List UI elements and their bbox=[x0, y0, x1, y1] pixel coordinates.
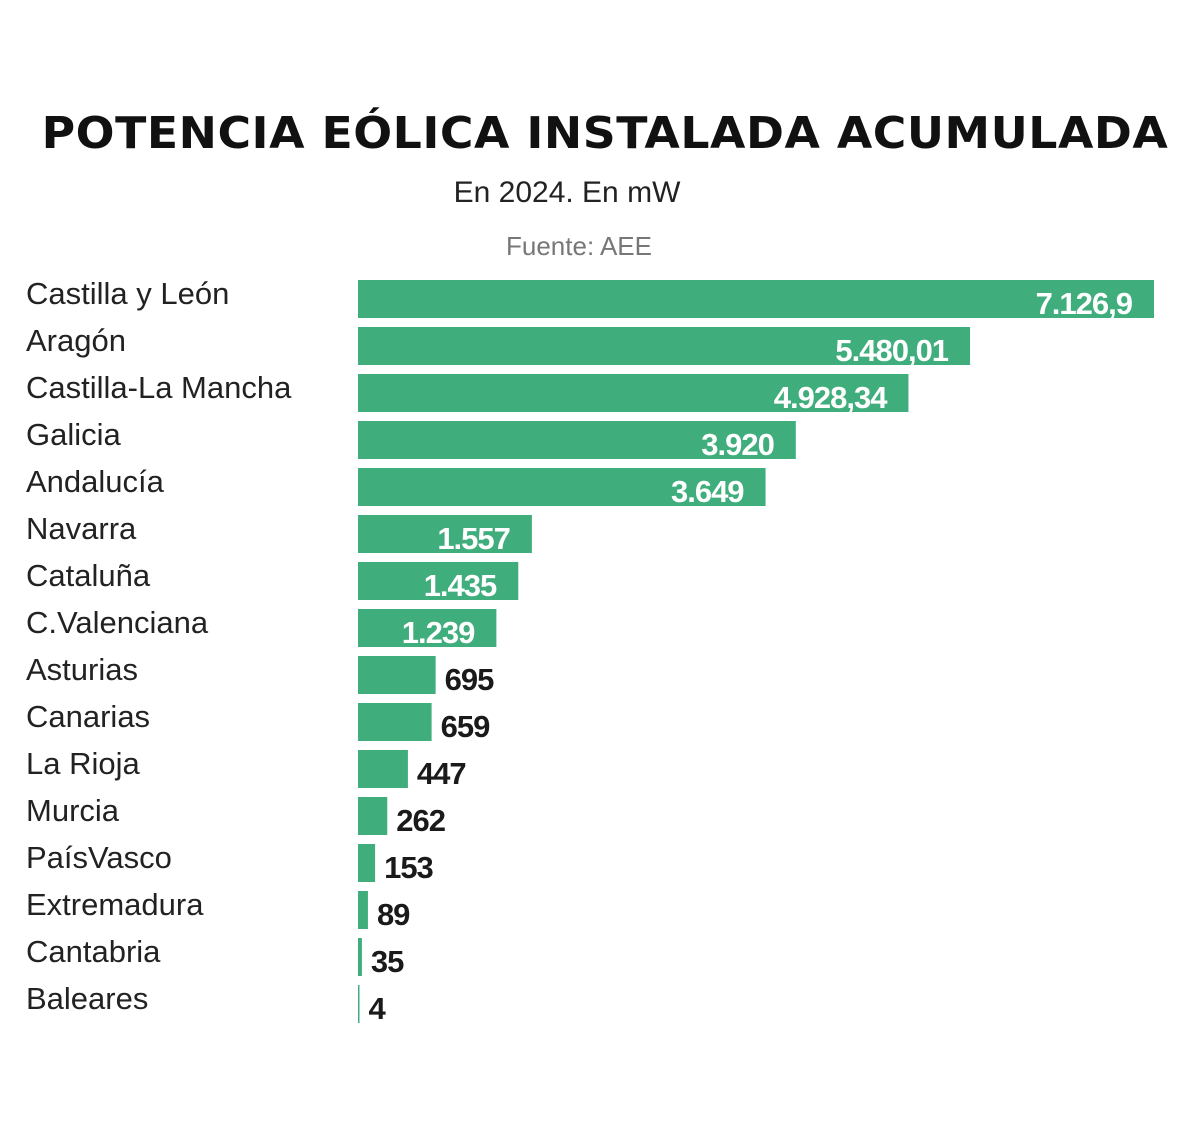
category-label: La Rioja bbox=[26, 746, 140, 781]
category-label: Cantabria bbox=[26, 934, 161, 969]
bar bbox=[358, 327, 971, 365]
bar bbox=[358, 609, 497, 647]
value-label: 262 bbox=[396, 803, 445, 838]
value-label: 153 bbox=[384, 850, 433, 885]
category-label: Castilla y León bbox=[26, 276, 229, 311]
bar bbox=[358, 750, 408, 788]
bar bbox=[358, 468, 766, 506]
value-label: 5.480,01 bbox=[835, 333, 948, 368]
category-label: Murcia bbox=[26, 793, 120, 828]
value-label: 4.928,34 bbox=[774, 380, 888, 415]
category-label: PaísVasco bbox=[26, 840, 172, 875]
value-label: 1.435 bbox=[424, 568, 497, 603]
category-label: Aragón bbox=[26, 323, 126, 358]
value-label: 89 bbox=[377, 897, 410, 932]
category-label: Castilla-La Mancha bbox=[26, 370, 292, 405]
category-label: Asturias bbox=[26, 652, 138, 687]
value-label: 659 bbox=[441, 709, 490, 744]
category-label: Galicia bbox=[26, 417, 122, 452]
value-label: 1.557 bbox=[437, 521, 510, 556]
value-label: 3.920 bbox=[701, 427, 774, 462]
bar bbox=[358, 891, 368, 929]
bar bbox=[358, 280, 1154, 318]
value-label: 7.126,9 bbox=[1036, 286, 1133, 321]
bar bbox=[358, 374, 909, 412]
bar bbox=[358, 703, 432, 741]
category-label: Andalucía bbox=[26, 464, 165, 499]
chart-source: Fuente: AEE bbox=[506, 231, 652, 261]
bar bbox=[358, 985, 360, 1023]
category-label: Extremadura bbox=[26, 887, 204, 922]
value-label: 695 bbox=[445, 662, 494, 697]
category-label: Navarra bbox=[26, 511, 137, 546]
category-label: Cataluña bbox=[26, 558, 151, 593]
value-label: 447 bbox=[417, 756, 466, 791]
category-label: C.Valenciana bbox=[26, 605, 209, 640]
value-label: 35 bbox=[371, 944, 404, 979]
chart-title: POTENCIA EÓLICA INSTALADA ACUMULADA bbox=[41, 108, 1169, 159]
bar bbox=[358, 797, 388, 835]
chart-subtitle: En 2024. En mW bbox=[453, 176, 681, 209]
category-label: Canarias bbox=[26, 699, 150, 734]
value-label: 1.239 bbox=[402, 615, 475, 650]
bar bbox=[358, 421, 796, 459]
bar bbox=[358, 562, 519, 600]
value-label: 3.649 bbox=[671, 474, 744, 509]
bar bbox=[358, 844, 376, 882]
category-label: Baleares bbox=[26, 981, 148, 1016]
bar bbox=[358, 938, 362, 976]
value-label: 4 bbox=[369, 991, 387, 1026]
bar bbox=[358, 515, 532, 553]
bar bbox=[358, 656, 436, 694]
